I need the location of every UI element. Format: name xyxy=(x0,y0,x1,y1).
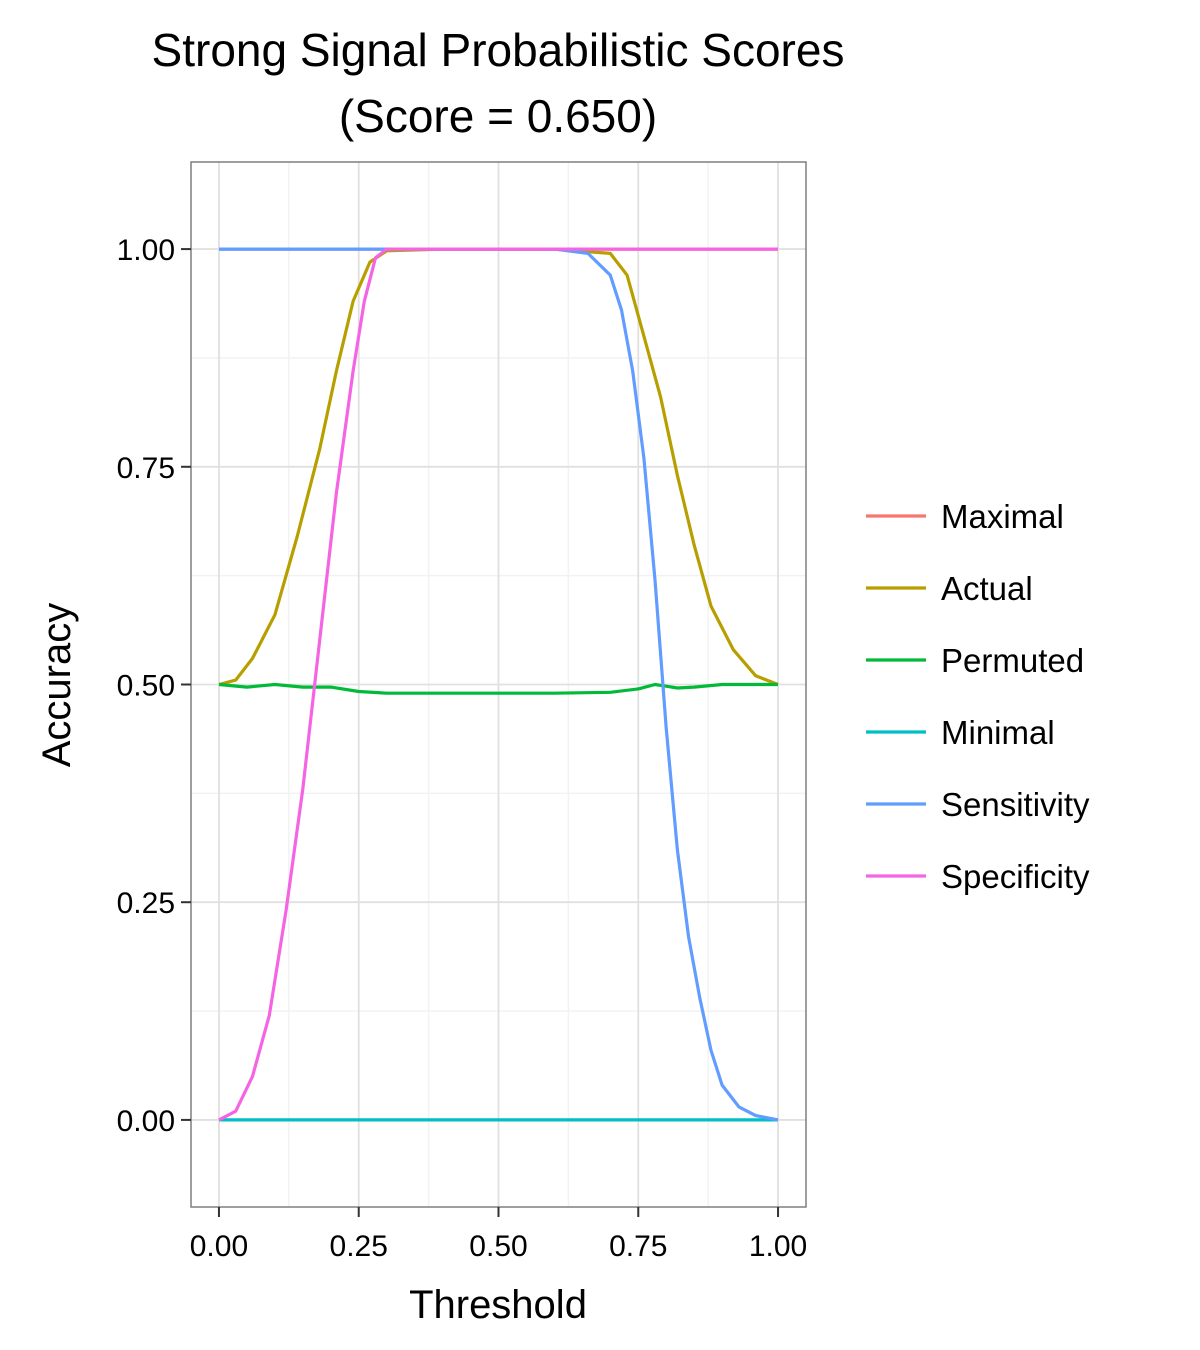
y-tick-label: 0.50 xyxy=(117,670,175,703)
series-line-permuted xyxy=(218,682,778,695)
legend-label-permuted: Permuted xyxy=(941,642,1084,679)
series-line-specificity xyxy=(218,247,778,1122)
legend: Maximal Actual Permuted Minimal Sensitivity S… xyxy=(866,498,1090,895)
y-axis-title: Accuracy xyxy=(35,603,79,768)
legend-label-sensitivity: Sensitivity xyxy=(941,786,1090,823)
y-axis: 0.00 0.25 0.50 0.75 1.00 xyxy=(117,234,191,1138)
data-lines xyxy=(218,247,779,1122)
legend-label-maximal: Maximal xyxy=(941,498,1064,535)
x-axis-title: Threshold xyxy=(409,1283,587,1327)
y-tick-label: 0.75 xyxy=(117,452,175,485)
grid-lines xyxy=(191,162,806,1207)
legend-label-specificity: Specificity xyxy=(941,858,1090,895)
chart-subtitle: (Score = 0.650) xyxy=(339,90,657,142)
x-tick-label: 0.25 xyxy=(330,1230,388,1263)
legend-label-minimal: Minimal xyxy=(941,714,1055,751)
x-tick-label: 1.00 xyxy=(749,1230,807,1263)
y-tick-label: 0.25 xyxy=(117,887,175,920)
y-tick-label: 1.00 xyxy=(117,234,175,267)
x-tick-label: 0.00 xyxy=(190,1230,248,1263)
x-tick-label: 0.75 xyxy=(609,1230,667,1263)
legend-label-actual: Actual xyxy=(941,570,1033,607)
chart-title: Strong Signal Probabilistic Scores xyxy=(152,24,845,76)
series-line-sensitivity xyxy=(219,247,779,1122)
x-tick-label: 0.50 xyxy=(469,1230,527,1263)
x-axis: 0.00 0.25 0.50 0.75 1.00 xyxy=(190,1207,807,1263)
y-tick-label: 0.00 xyxy=(117,1105,175,1138)
